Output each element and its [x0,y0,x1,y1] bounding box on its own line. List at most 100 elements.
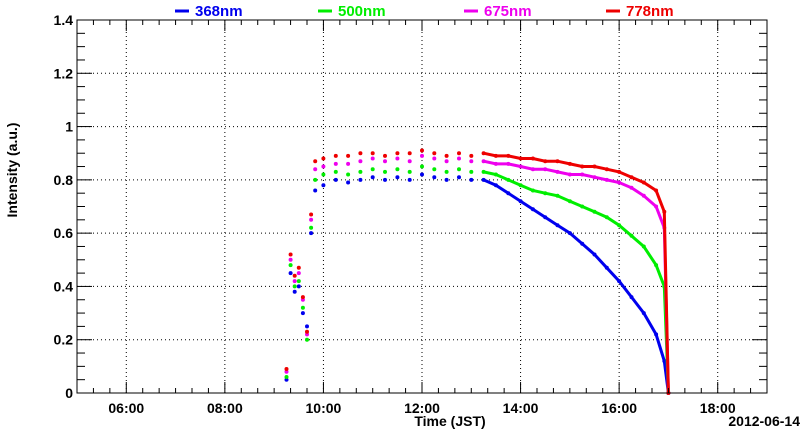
data-point-500nm [420,164,424,169]
data-point-778nm [407,151,412,156]
data-point-500nm [567,199,572,204]
data-point-368nm [567,231,572,236]
y-tick-label: 0.8 [54,172,74,188]
data-point-778nm [395,151,400,156]
data-point-675nm [654,204,659,209]
data-series [284,148,671,395]
data-point-368nm [300,311,305,316]
data-point-778nm [641,180,646,185]
data-point-368nm [518,199,523,204]
y-tick-label: 0.6 [54,225,74,241]
data-point-675nm [592,175,597,180]
data-point-368nm [654,332,659,337]
data-point-778nm [432,151,437,156]
x-axis-title: Time (JST) [414,413,485,429]
data-point-778nm [604,167,609,172]
data-point-500nm [358,169,363,174]
data-point-675nm [321,164,326,169]
data-point-368nm [457,175,461,180]
x-tick-label: 14:00 [503,400,539,416]
data-point-778nm [518,156,523,161]
data-point-368nm [370,175,375,180]
data-point-675nm [481,159,486,164]
y-tick-label: 1 [65,119,73,135]
data-point-778nm [469,153,474,158]
data-point-778nm [292,273,297,278]
data-point-500nm [432,167,437,172]
data-point-778nm [617,169,622,174]
data-point-368nm [493,183,498,188]
data-point-675nm [346,161,351,166]
data-point-368nm [580,241,585,246]
data-point-368nm [641,311,646,316]
data-point-368nm [481,177,486,182]
data-point-368nm [604,265,609,270]
data-point-675nm [444,159,449,164]
data-point-368nm [469,177,474,182]
data-point-500nm [493,172,498,177]
data-point-368nm [288,271,293,276]
x-tick-label: 06:00 [108,400,144,416]
data-point-675nm [604,177,609,182]
data-point-368nm [383,177,387,182]
data-point-675nm [567,172,572,177]
data-point-368nm [313,188,318,193]
data-point-368nm [333,177,338,182]
data-point-675nm [617,180,622,185]
data-point-500nm [407,169,412,174]
data-point-500nm [346,172,351,177]
series-675nm [284,153,671,395]
data-point-368nm [346,180,351,185]
data-point-500nm [296,279,301,284]
data-point-675nm [518,164,523,169]
data-point-778nm [346,153,351,158]
data-point-368nm [543,215,548,220]
data-point-778nm [481,151,486,156]
data-point-675nm [506,161,511,166]
data-point-778nm [444,153,449,158]
data-point-368nm [662,359,667,363]
x-tick-label: 12:00 [404,400,440,416]
y-tick-label: 1.2 [54,65,74,81]
data-point-500nm [284,375,289,379]
data-point-500nm [592,209,597,214]
data-point-675nm [288,257,293,262]
data-point-778nm [300,295,305,300]
data-point-675nm [530,167,535,172]
legend-label-675nm: 675nm [484,3,532,20]
series-368nm [284,172,671,395]
data-point-500nm [469,169,474,174]
data-point-500nm [543,191,548,196]
data-point-368nm [292,289,297,294]
data-point-778nm [309,212,314,217]
data-point-675nm [493,161,498,166]
data-point-778nm [358,151,363,156]
data-point-500nm [333,169,338,174]
data-point-368nm [296,284,301,289]
data-point-500nm [604,215,609,220]
data-point-778nm [313,159,318,164]
data-point-368nm [629,295,634,300]
data-point-368nm [617,279,622,284]
data-point-500nm [370,167,375,172]
data-point-500nm [530,188,535,193]
data-point-368nm [530,207,535,212]
data-point-778nm [506,153,511,158]
data-point-500nm [654,263,659,268]
y-tick-label: 0 [65,385,73,401]
data-point-368nm [592,252,597,257]
x-tick-label: 10:00 [306,400,342,416]
data-point-500nm [309,225,314,230]
data-point-778nm [383,153,387,158]
data-point-368nm [309,231,314,236]
legend-label-778nm: 778nm [626,3,674,20]
data-point-778nm [333,153,338,158]
data-point-368nm [444,177,449,182]
data-point-778nm [457,151,461,156]
data-point-778nm [493,153,498,158]
data-point-675nm [432,156,437,161]
data-point-778nm [567,161,572,166]
data-point-778nm [288,252,293,257]
x-tick-label: 18:00 [700,400,736,416]
